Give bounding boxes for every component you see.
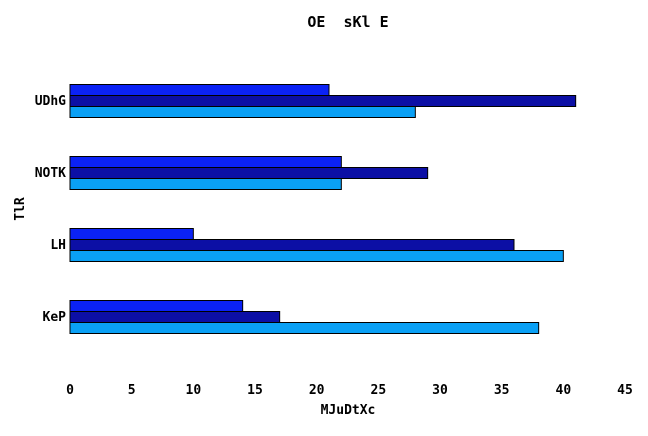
x-tick-label: 35 bbox=[494, 383, 510, 398]
y-tick-label: NOTK bbox=[35, 166, 66, 181]
x-tick-label: 10 bbox=[186, 383, 202, 398]
y-axis-label: TlR bbox=[13, 197, 28, 221]
bar-notk-series-2 bbox=[69, 167, 429, 179]
x-ticks-layer: 0 5 10 15 20 25 30 35 40 45 bbox=[66, 383, 633, 398]
x-tick-label: 45 bbox=[617, 383, 633, 398]
x-tick-label: 20 bbox=[309, 383, 325, 398]
x-tick-label: 0 bbox=[66, 383, 74, 398]
x-axis-label: MJuDtXc bbox=[321, 403, 376, 418]
y-tick-label: LH bbox=[50, 238, 66, 253]
bar-udhg-series-1 bbox=[69, 106, 416, 118]
x-tick-label: 30 bbox=[432, 383, 448, 398]
y-ticks-layer: KeP LH NOTK UDhG bbox=[35, 94, 66, 325]
bar-lh-series-1 bbox=[69, 250, 564, 262]
y-tick-label: KeP bbox=[43, 310, 67, 325]
x-tick-label: 40 bbox=[556, 383, 572, 398]
bar-udhg-series-2 bbox=[69, 95, 577, 107]
bar-kep-series-3 bbox=[69, 300, 244, 312]
bars-layer bbox=[69, 84, 577, 334]
x-tick-label: 5 bbox=[128, 383, 136, 398]
x-tick-label: 15 bbox=[247, 383, 263, 398]
bar-lh-series-2 bbox=[69, 239, 515, 251]
y-tick-label: UDhG bbox=[35, 94, 66, 109]
bar-kep-series-1 bbox=[69, 322, 540, 334]
bar-notk-series-3 bbox=[69, 156, 342, 168]
chart-title: OE sKl E bbox=[307, 13, 388, 31]
x-tick-label: 25 bbox=[371, 383, 387, 398]
bar-notk-series-1 bbox=[69, 178, 342, 190]
bar-udhg-series-3 bbox=[69, 84, 330, 96]
bar-lh-series-3 bbox=[69, 228, 194, 240]
bar-kep-series-2 bbox=[69, 311, 281, 323]
